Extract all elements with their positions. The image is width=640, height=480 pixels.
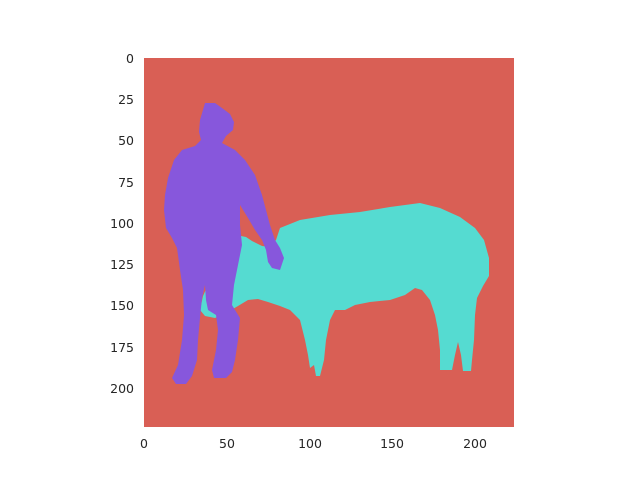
- y-tick-label: 100: [110, 216, 134, 231]
- y-tick-label: 0: [126, 51, 134, 66]
- x-tick-label: 50: [219, 436, 235, 451]
- person-mask-region: [164, 103, 284, 384]
- y-tick-label: 50: [118, 133, 134, 148]
- y-tick-label: 125: [110, 257, 134, 272]
- y-tick-label: 75: [118, 175, 134, 190]
- y-tick-label: 25: [118, 92, 134, 107]
- x-tick-label: 100: [298, 436, 322, 451]
- y-axis: 0 25 50 75 100 125 150 175 200: [110, 51, 134, 396]
- x-tick-label: 0: [140, 436, 148, 451]
- y-tick-label: 175: [110, 340, 134, 355]
- y-tick-label: 150: [110, 298, 134, 313]
- x-axis: 0 50 100 150 200: [140, 436, 487, 451]
- y-tick-label: 200: [110, 381, 134, 396]
- x-tick-label: 200: [463, 436, 487, 451]
- plot-area: [144, 58, 514, 427]
- x-tick-label: 150: [380, 436, 404, 451]
